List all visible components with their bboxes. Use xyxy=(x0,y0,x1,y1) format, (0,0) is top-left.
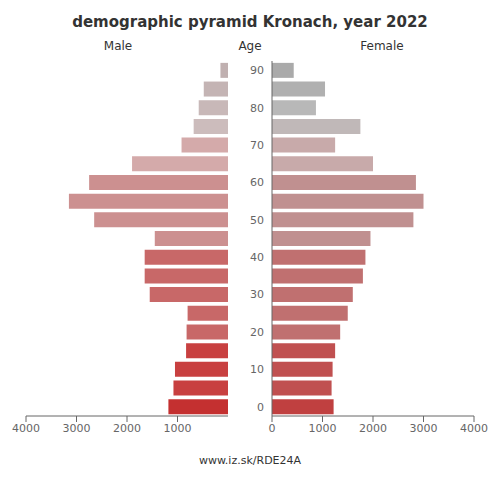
svg-text:60: 60 xyxy=(250,176,264,189)
html-text:Female: Female xyxy=(360,39,404,53)
svg-text:2000: 2000 xyxy=(113,422,141,435)
html-text:Male: Male xyxy=(103,39,133,53)
svg-text:0: 0 xyxy=(257,401,264,414)
html-text:Age: Age xyxy=(238,39,262,53)
svg-text:30: 30 xyxy=(250,288,264,301)
svg-text:3000: 3000 xyxy=(410,422,438,435)
svg-text:10: 10 xyxy=(250,363,264,376)
svg-text:2000: 2000 xyxy=(359,422,387,435)
svg-text:1000: 1000 xyxy=(164,422,192,435)
svg-text:50: 50 xyxy=(250,214,264,227)
svg-text:80: 80 xyxy=(250,102,264,115)
html-text:demographic pyramid Kronach, y: demographic pyramid Kronach, year 2022 xyxy=(72,13,428,31)
svg-text:4000: 4000 xyxy=(12,422,40,435)
svg-text:20: 20 xyxy=(250,326,264,339)
svg-text:1000: 1000 xyxy=(309,422,337,435)
svg-text:90: 90 xyxy=(250,64,264,77)
svg-text:3000: 3000 xyxy=(63,422,91,435)
svg-text:4000: 4000 xyxy=(460,422,488,435)
svg-text:0: 0 xyxy=(269,422,276,435)
svg-text:40: 40 xyxy=(250,251,264,264)
html-text:www.iz.sk/RDE24A: www.iz.sk/RDE24A xyxy=(198,454,302,467)
svg-text:70: 70 xyxy=(250,139,264,152)
